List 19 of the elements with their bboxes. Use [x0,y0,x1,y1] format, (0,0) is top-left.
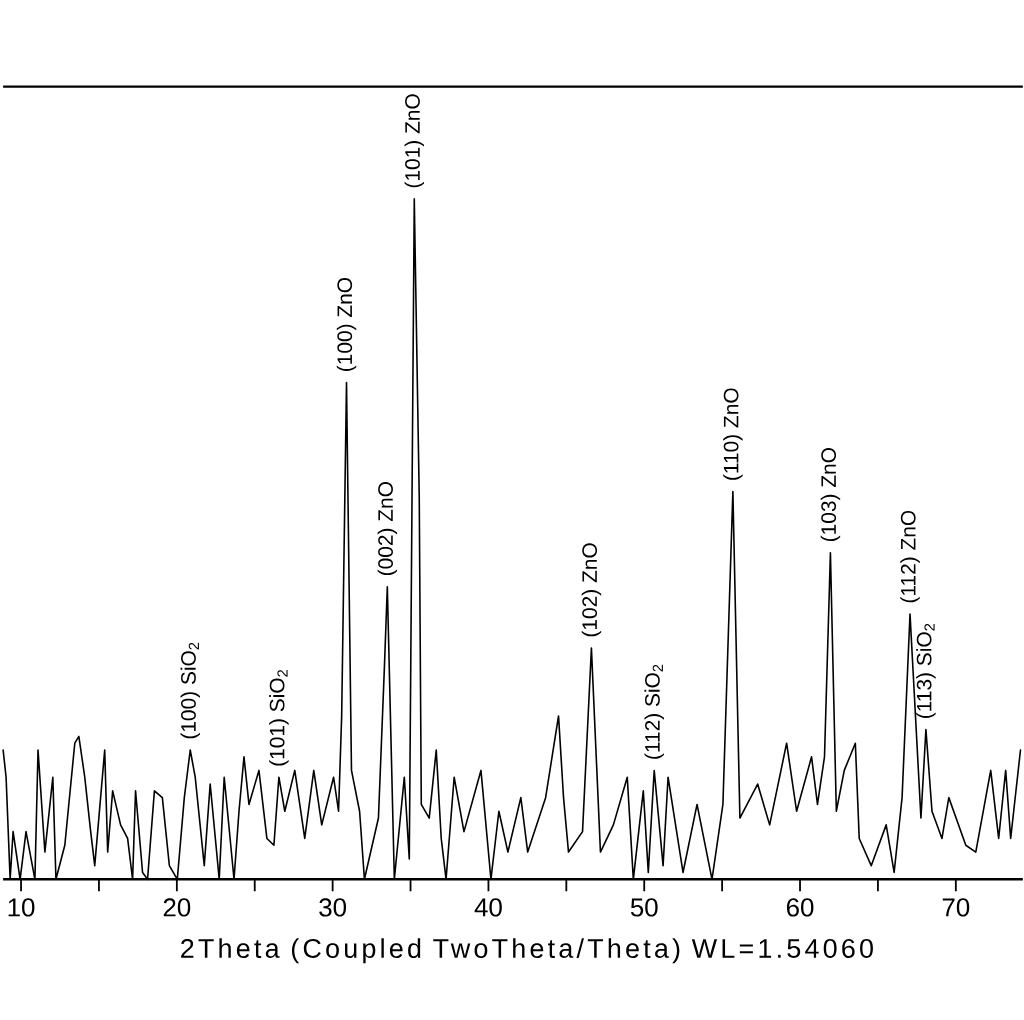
x-tick-label: 30 [319,898,347,917]
x-tick-label: 10 [8,898,35,917]
annotation: (100) SiO$_{2}$ [180,642,200,739]
annotation: (112) ZnO [900,511,920,603]
annotation: (101) SiO$_{2}$ [269,670,289,766]
x-tick-label: 40 [474,898,502,917]
x-tick-label: 20 [163,898,191,917]
annotation: (002) ZnO [377,482,398,576]
x-tick-label: 60 [786,898,814,917]
annotation: (102) ZnO [581,543,602,637]
annotation: (103) ZnO [820,448,841,542]
x-axis-title: 2Theta (Coupled TwoTheta/Theta) WL=1.54060 [181,938,873,964]
x-tick-label: 70 [942,898,970,917]
annotation: (113) SiO$_{2}$ [916,624,936,719]
annotation: (101) ZnO [404,94,425,188]
annotation: (100) ZnO [336,278,357,372]
annotation: (110) ZnO [723,388,743,480]
annotation: (112) SiO$_{2}$ [644,664,664,759]
x-tick-label: 50 [630,898,658,917]
